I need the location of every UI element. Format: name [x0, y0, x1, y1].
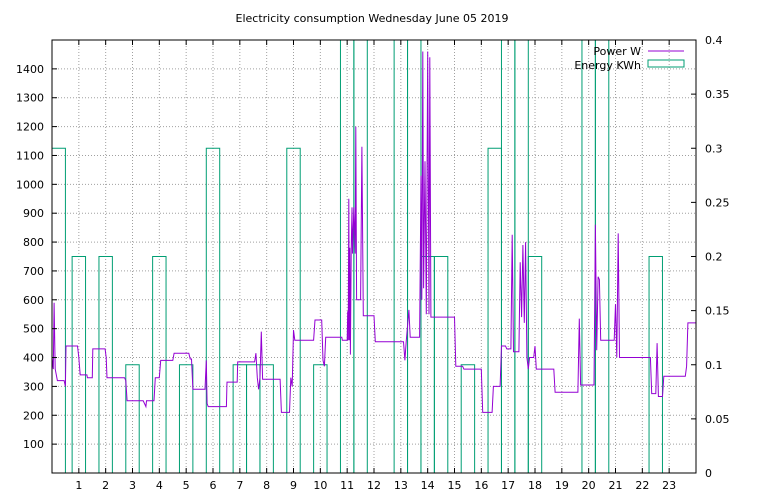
energy-box — [514, 39, 529, 474]
x-tick-label: 16 — [474, 479, 488, 492]
x-tick-label: 9 — [290, 479, 297, 492]
legend: Power W Energy KWh — [574, 45, 685, 72]
x-tick-label: 1 — [75, 479, 82, 492]
right-tick-label: 0 — [705, 467, 712, 480]
x-tick-label: 17 — [501, 479, 515, 492]
energy-box — [594, 39, 610, 474]
x-tick-label: 6 — [210, 479, 217, 492]
left-tick-label: 600 — [23, 294, 44, 307]
right-tick-label: 0.05 — [705, 413, 730, 426]
chart-title: Electricity consumption Wednesday June 0… — [236, 12, 509, 25]
x-tick-label: 12 — [367, 479, 381, 492]
left-axis-ticks: 100 200 300 400 500 600 700 800 900 1000 1100 1200 1… — [16, 63, 57, 451]
right-axis-ticks: 0 0.05 0.1 0.15 0.2 0.25 0.3 0.35 0.4 — [691, 34, 730, 480]
right-tick-label: 0.3 — [705, 142, 723, 155]
grid — [52, 40, 696, 473]
right-tick-label: 0.1 — [705, 359, 723, 372]
x-tick-label: 3 — [129, 479, 136, 492]
x-tick-label: 10 — [313, 479, 327, 492]
x-tick-label: 8 — [263, 479, 270, 492]
left-tick-label: 500 — [23, 323, 44, 336]
legend-label-power: Power W — [593, 45, 641, 58]
x-tick-label: 21 — [609, 479, 623, 492]
x-tick-label: 14 — [421, 479, 435, 492]
left-tick-label: 300 — [23, 380, 44, 393]
energy-series — [51, 39, 663, 474]
left-tick-label: 1300 — [16, 92, 44, 105]
left-tick-label: 400 — [23, 352, 44, 365]
energy-box — [407, 39, 422, 474]
left-tick-label: 200 — [23, 409, 44, 422]
left-tick-label: 700 — [23, 265, 44, 278]
left-tick-label: 1000 — [16, 178, 44, 191]
energy-box — [433, 256, 449, 474]
x-tick-label: 11 — [340, 479, 354, 492]
left-tick-label: 800 — [23, 236, 44, 249]
right-tick-label: 0.2 — [705, 251, 723, 264]
x-tick-label: 23 — [662, 479, 676, 492]
x-tick-label: 2 — [102, 479, 109, 492]
left-tick-label: 1400 — [16, 63, 44, 76]
left-tick-label: 1200 — [16, 121, 44, 134]
right-tick-label: 0.25 — [705, 196, 730, 209]
x-tick-label: 15 — [448, 479, 462, 492]
left-tick-label: 1100 — [16, 149, 44, 162]
left-tick-label: 100 — [23, 438, 44, 451]
power-line — [51, 51, 696, 413]
power-series — [51, 51, 696, 413]
legend-swatch-energy — [647, 59, 685, 68]
x-tick-label: 5 — [183, 479, 190, 492]
x-axis-ticks: 1 2 3 4 5 6 7 8 9 10 11 12 13 14 15 16 17 18 19 20 21 22 23 — [75, 40, 676, 492]
x-tick-label: 20 — [582, 479, 596, 492]
x-tick-label: 4 — [156, 479, 163, 492]
legend-label-energy: Energy KWh — [574, 59, 641, 72]
energy-box — [460, 364, 476, 474]
right-tick-label: 0.4 — [705, 34, 723, 47]
x-tick-label: 19 — [555, 479, 569, 492]
left-tick-label: 900 — [23, 207, 44, 220]
x-tick-label: 22 — [635, 479, 649, 492]
x-tick-label: 18 — [528, 479, 542, 492]
x-tick-label: 7 — [236, 479, 243, 492]
energy-box — [487, 147, 502, 474]
right-tick-label: 0.15 — [705, 305, 730, 318]
right-tick-label: 0.35 — [705, 88, 730, 101]
x-tick-label: 13 — [394, 479, 408, 492]
